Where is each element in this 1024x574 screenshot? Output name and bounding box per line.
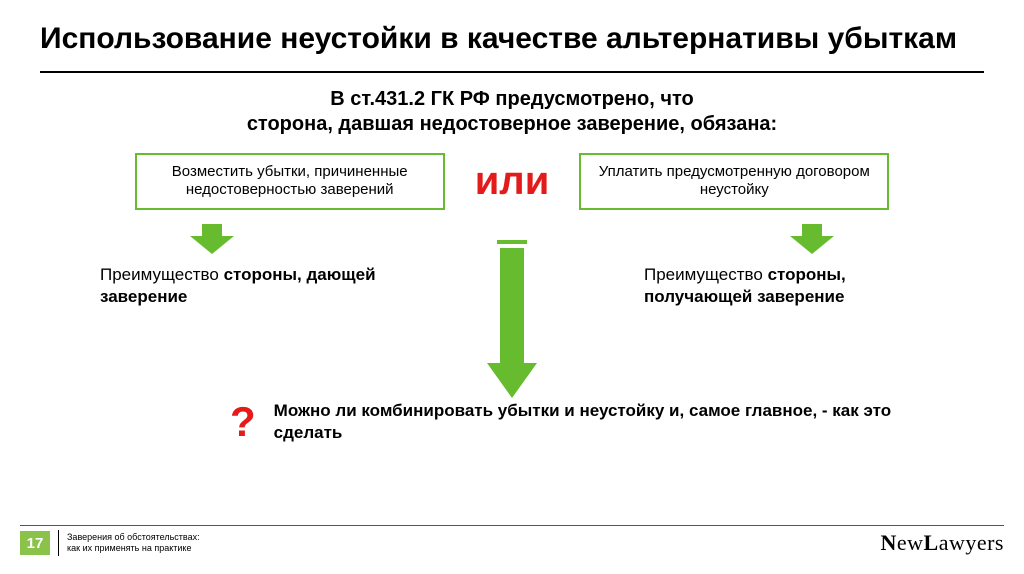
brand-part-2: ew: [897, 530, 924, 555]
brand-part-1: N: [880, 530, 896, 555]
brand-part-3: L: [924, 530, 939, 555]
advantage-left-prefix: Преимущество: [100, 265, 224, 284]
advantage-right: Преимущество стороны, получающей заверен…: [644, 264, 924, 308]
title-rule: [40, 71, 984, 73]
advantage-left: Преимущество стороны, дающей заверение: [100, 264, 380, 308]
arrow-down-left: [190, 224, 234, 254]
footer-inner: 17 Заверения об обстоятельствах: как их …: [0, 530, 1024, 556]
title-block: Использование неустойки в качестве альте…: [0, 0, 1024, 65]
footer: 17 Заверения об обстоятельствах: как их …: [0, 525, 1024, 556]
slide: Использование неустойки в качестве альте…: [0, 0, 1024, 574]
brand-part-4: awyers: [939, 530, 1004, 555]
footer-separator: [58, 530, 59, 556]
question-text: Можно ли комбинировать убытки и неустойк…: [274, 400, 944, 444]
arrow-down-right: [790, 224, 834, 254]
page-title: Использование неустойки в качестве альте…: [40, 22, 984, 57]
footer-caption-l2: как их применять на практике: [67, 543, 200, 554]
footer-caption: Заверения об обстоятельствах: как их при…: [67, 532, 200, 554]
question-mark-icon: ?: [230, 398, 256, 446]
option-box-left: Возместить убытки, причиненные недостове…: [135, 153, 445, 211]
arrow-down-center: [487, 248, 537, 403]
page-number-badge: 17: [20, 531, 50, 555]
options-row: Возместить убытки, причиненные недостове…: [0, 153, 1024, 211]
subtitle-line-2: сторона, давшая недостоверное заверение,…: [0, 112, 1024, 137]
advantage-right-prefix: Преимущество: [644, 265, 768, 284]
or-separator: или: [475, 159, 550, 204]
option-box-right: Уплатить предусмотренную договором неуст…: [579, 153, 889, 211]
subtitle-line-1: В ст.431.2 ГК РФ предусмотрено, что: [0, 87, 1024, 112]
brand-logo: NewLawyers: [880, 530, 1004, 556]
footer-rule: [20, 525, 1004, 526]
question-row: ? Можно ли комбинировать убытки и неусто…: [230, 398, 944, 446]
center-bar: [497, 240, 527, 244]
subtitle: В ст.431.2 ГК РФ предусмотрено, что стор…: [0, 87, 1024, 137]
footer-caption-l1: Заверения об обстоятельствах:: [67, 532, 200, 543]
